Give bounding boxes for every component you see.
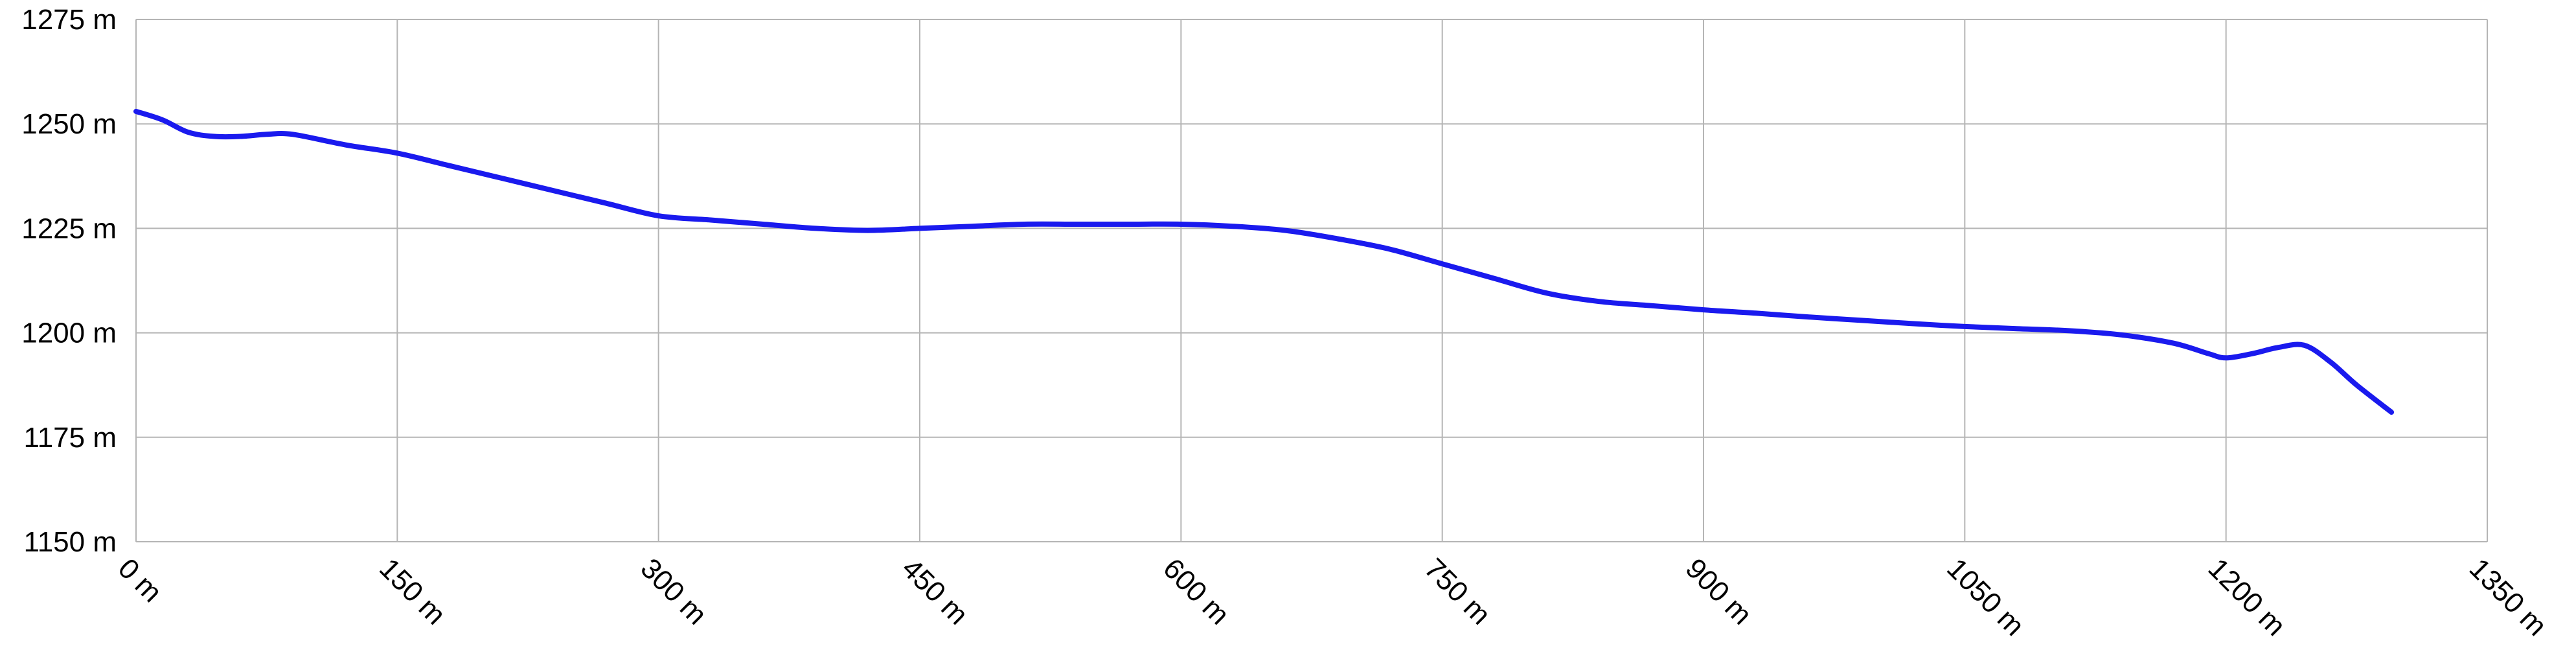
x-tick-label: 1350 m (2463, 552, 2553, 642)
x-tick-label: 1200 m (2202, 552, 2292, 642)
x-tick-label: 750 m (1419, 552, 1497, 631)
y-tick-label: 1250 m (21, 108, 117, 140)
x-tick-label: 450 m (896, 552, 974, 631)
x-tick-label: 300 m (635, 552, 713, 631)
series-layer (133, 108, 2395, 415)
x-axis-tick-labels: 0 m 150 m 300 m 450 m 600 m 750 m 900 m 1050 m 1… (112, 552, 2553, 642)
y-tick-label: 1200 m (21, 318, 117, 349)
y-tick-label: 1225 m (21, 213, 117, 244)
y-axis-tick-labels: 1150 m 1175 m 1200 m 1225 m 1250 m 1275 m (21, 4, 117, 558)
y-tick-label: 1175 m (24, 422, 117, 454)
grid (135, 19, 2488, 542)
x-tick-label: 1050 m (1941, 552, 2030, 642)
x-tick-label: 0 m (112, 552, 168, 608)
x-tick-label: 150 m (373, 552, 451, 631)
series-line-elevation (133, 108, 2395, 415)
y-tick-label: 1275 m (21, 4, 117, 36)
x-tick-label: 900 m (1680, 552, 1758, 631)
y-tick-label: 1150 m (24, 526, 117, 558)
x-tick-label: 600 m (1157, 552, 1235, 631)
